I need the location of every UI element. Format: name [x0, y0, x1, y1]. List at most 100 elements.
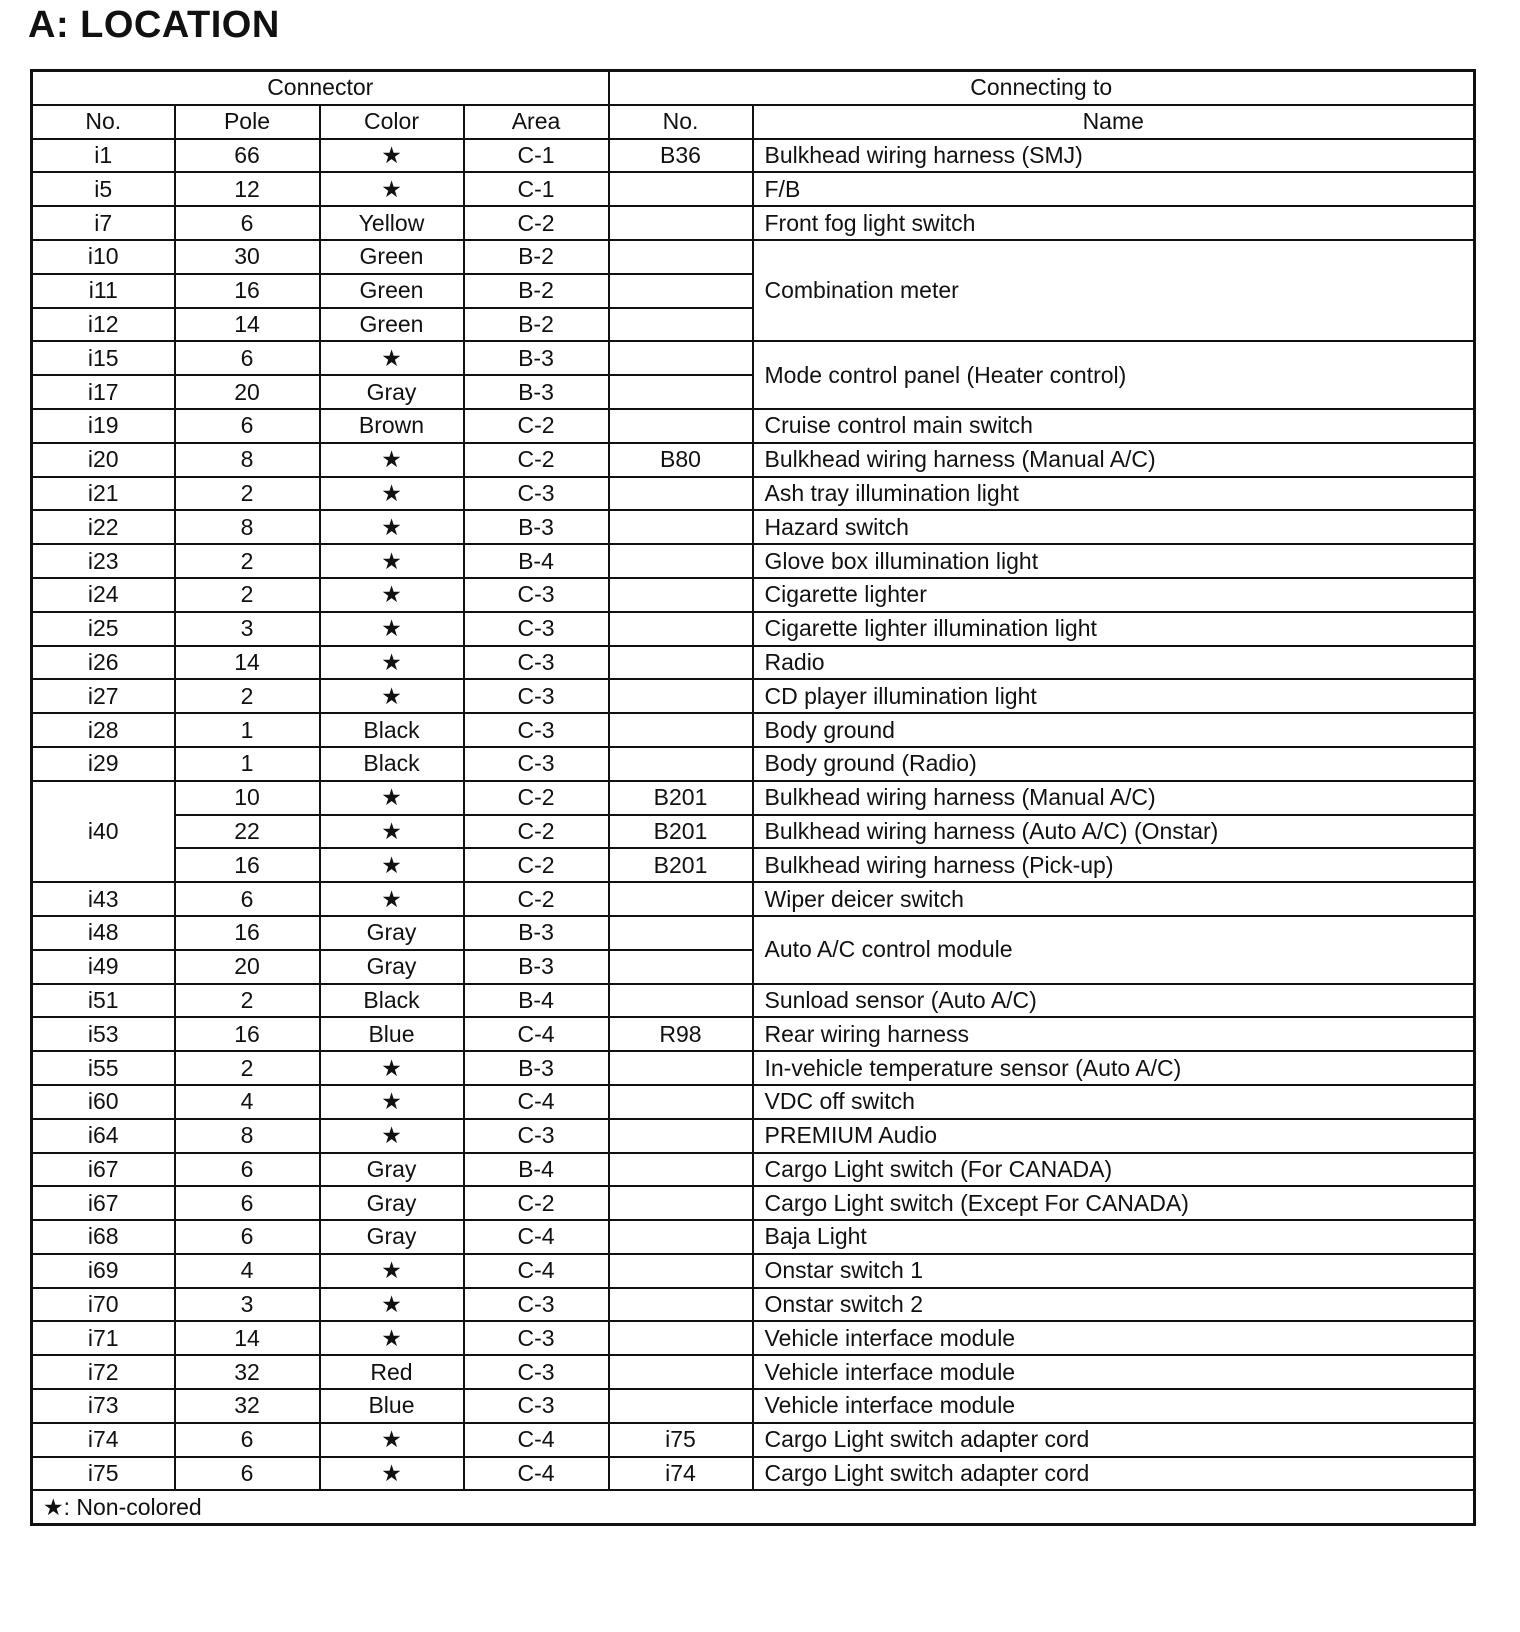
area-cell: C-3 [462, 678, 610, 715]
pole-cell: 2 [173, 1050, 321, 1086]
table-row: i20 8 ★ C-2 B80 Bulkhead wiring harness (Manu… [30, 441, 1476, 478]
pole-cell: 2 [173, 982, 321, 1019]
color-cell: Blue [318, 1388, 465, 1424]
table-row: i11 16 Green B-2 [30, 272, 1475, 309]
color-cell: ★ [318, 1083, 465, 1120]
color-cell: ★ [318, 678, 465, 715]
pole-cell: 14 [173, 306, 321, 343]
connecting-no-cell [607, 948, 754, 985]
connecting-no-cell [607, 712, 754, 748]
area-cell: C-4 [462, 1421, 610, 1458]
connector-no-cell: i67 [30, 1185, 176, 1222]
area-cell: B-3 [462, 914, 610, 951]
color-cell: ★ [318, 475, 465, 512]
table-row: i26 14 ★ C-3 Radio [30, 644, 1476, 681]
table-row: i22 8 ★ B-3 Hazard switch [30, 509, 1476, 546]
connecting-name-cell: Cigarette lighter [751, 576, 1476, 613]
pole-cell: 16 [173, 847, 321, 884]
color-cell: ★ [318, 543, 465, 579]
pole-cell: 4 [173, 1252, 321, 1289]
connecting-no-cell: B201 [607, 813, 754, 850]
connecting-no-cell [607, 171, 754, 208]
connector-no-cell: i72 [30, 1354, 176, 1391]
connector-no-cell: i27 [30, 678, 176, 715]
connecting-name-cell: Onstar switch 2 [751, 1286, 1476, 1323]
color-cell: ★ [318, 1455, 465, 1492]
table-row: i73 32 Blue C-3 Vehicle interface module [30, 1388, 1476, 1424]
connecting-name-cell: In-vehicle temperature sensor (Auto A/C) [751, 1050, 1476, 1086]
color-cell: Gray [318, 948, 465, 985]
connecting-name-cell: VDC off switch [751, 1083, 1476, 1120]
pole-cell: 1 [173, 712, 321, 748]
connecting-no-cell [607, 1083, 754, 1120]
pole-cell: 2 [173, 543, 321, 579]
pole-cell: 8 [173, 509, 321, 546]
connecting-no-cell: B36 [607, 137, 754, 174]
connector-no-cell: i48 [30, 914, 176, 951]
connecting-no-cell: B80 [607, 441, 754, 478]
color-cell: Gray [318, 1219, 465, 1255]
pole-cell: 16 [173, 272, 321, 309]
pole-cell: 6 [173, 205, 321, 241]
color-cell: Green [318, 272, 465, 309]
table-row: i74 6 ★ C-4 i75 Cargo Light switch adapter co… [30, 1421, 1476, 1458]
area-cell: C-4 [462, 1252, 610, 1289]
area-cell: C-3 [462, 712, 610, 748]
connecting-name-cell: Onstar switch 1 [751, 1252, 1476, 1289]
connecting-no-cell [607, 374, 754, 410]
connecting-no-cell [607, 1354, 754, 1391]
connecting-name-cell: Sunload sensor (Auto A/C) [751, 982, 1476, 1019]
color-cell: ★ [318, 1421, 465, 1458]
table-row: i17 20 Gray B-3 [30, 374, 1475, 410]
connector-no-cell: i70 [30, 1286, 176, 1323]
connecting-no-cell [607, 1252, 754, 1289]
area-cell: C-2 [462, 847, 610, 884]
pole-cell: 32 [173, 1388, 321, 1424]
table-row: 22 ★ C-2 B201 Bulkhead wiring harness (Auto … [32, 813, 1476, 850]
table-row: i55 2 ★ B-3 In-vehicle temperature sensor (A… [30, 1050, 1476, 1086]
pole-cell: 8 [173, 1117, 321, 1154]
area-cell: C-3 [462, 1320, 610, 1357]
color-cell: Gray [318, 1151, 465, 1188]
table-row: i25 3 ★ C-3 Cigarette lighter illumination l… [30, 610, 1476, 647]
connecting-name-cell: Cigarette lighter illumination light [751, 610, 1476, 647]
connecting-no-cell: i75 [607, 1421, 754, 1458]
area-cell: B-3 [462, 1050, 610, 1086]
pole-cell: 66 [173, 137, 321, 174]
connecting-no-cell [607, 407, 754, 444]
table-row: i51 2 Black B-4 Sunload sensor (Auto A/C) [30, 982, 1476, 1019]
connecting-no-cell [607, 881, 754, 917]
connecting-name-cell: Mode control panel (Heater control) [751, 340, 1476, 410]
area-cell: C-2 [462, 779, 610, 816]
connector-no-cell: i25 [30, 610, 176, 647]
connecting-name-cell: Cargo Light switch adapter cord [751, 1421, 1476, 1458]
area-cell: C-3 [462, 1117, 610, 1154]
connecting-name-cell: Hazard switch [751, 509, 1476, 546]
connecting-name-cell: Cruise control main switch [751, 407, 1476, 444]
pole-cell: 10 [173, 779, 321, 816]
connecting-no-cell [607, 238, 754, 275]
connecting-no-cell: B201 [607, 779, 754, 816]
table-row: i15 6 ★ B-3 Mode control panel (Heater contr… [30, 340, 1476, 410]
area-cell: C-3 [462, 576, 610, 613]
color-cell: ★ [318, 340, 465, 377]
area-cell: C-4 [462, 1083, 610, 1120]
color-cell: Brown [318, 407, 465, 444]
area-cell: C-3 [462, 1354, 610, 1391]
pole-cell: 16 [173, 914, 321, 951]
connector-no-cell: i68 [30, 1219, 176, 1255]
connector-no-cell: i55 [30, 1050, 176, 1086]
connecting-no-cell [607, 1388, 754, 1424]
connecting-no-cell [607, 610, 754, 647]
area-cell: C-3 [462, 610, 610, 647]
connecting-no-cell: B201 [607, 847, 754, 884]
connecting-name-cell: Cargo Light switch (Except For CANADA) [751, 1185, 1476, 1222]
connecting-name-cell: Body ground [751, 712, 1476, 748]
connecting-name-cell: Bulkhead wiring harness (Manual A/C) [751, 441, 1476, 478]
connector-no-cell: i29 [30, 745, 176, 782]
footnote: ★: Non-colored [30, 1489, 1476, 1526]
pole-cell: 6 [173, 1185, 321, 1222]
connector-no-cell: i24 [30, 576, 176, 613]
connecting-name-cell: Auto A/C control module [751, 914, 1476, 985]
connecting-name-cell: Bulkhead wiring harness (Manual A/C) [751, 779, 1476, 816]
